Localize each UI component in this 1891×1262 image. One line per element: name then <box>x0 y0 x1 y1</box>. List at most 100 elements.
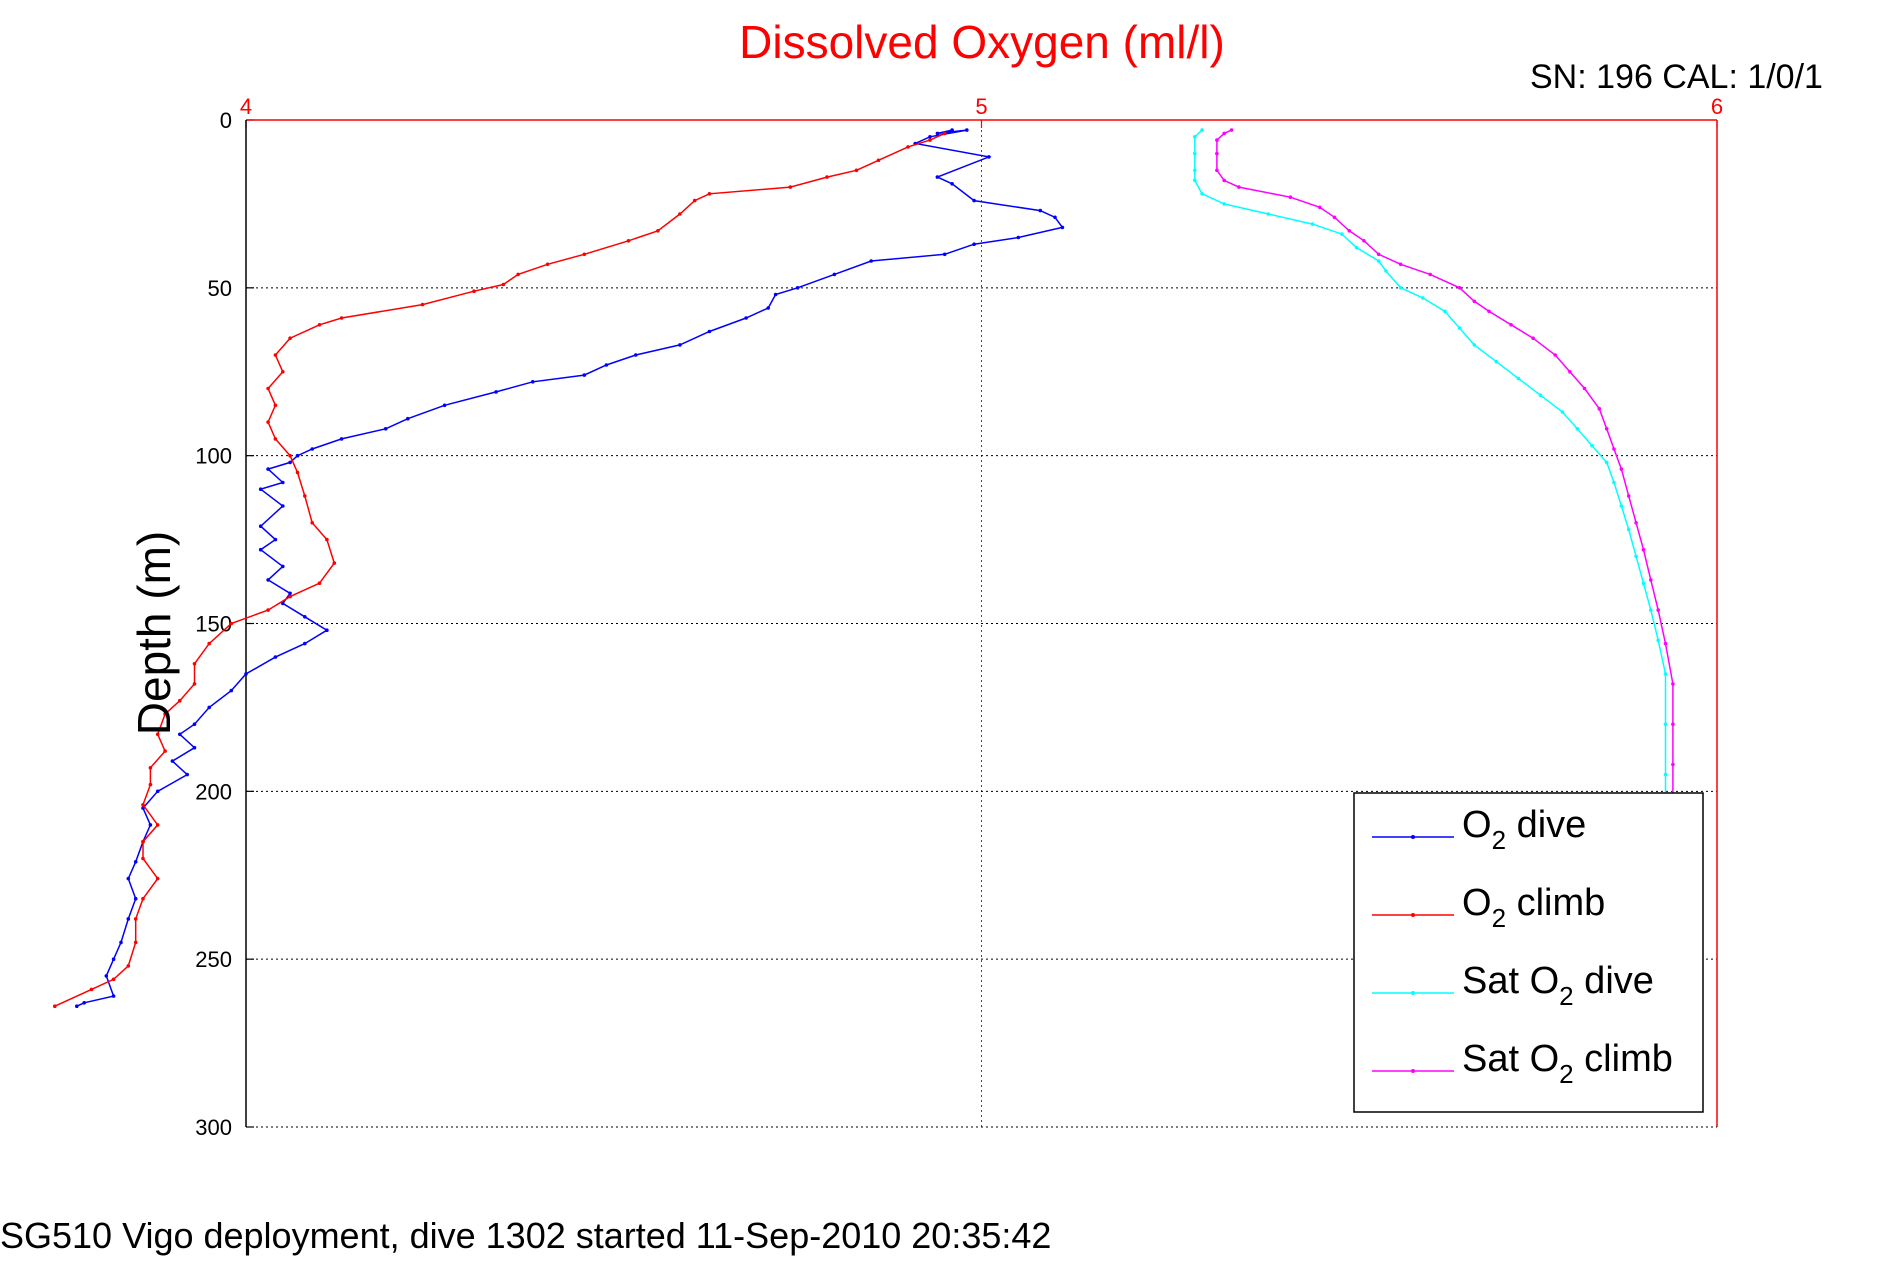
data-point <box>678 212 682 216</box>
data-point <box>1398 286 1403 290</box>
data-point <box>258 547 263 552</box>
data-point <box>325 628 329 632</box>
data-point <box>1215 138 1219 142</box>
data-point <box>155 823 160 827</box>
data-point <box>178 698 182 703</box>
data-point <box>141 803 145 807</box>
data-point <box>281 564 285 569</box>
data-point <box>192 722 197 726</box>
y-tick-label: 50 <box>208 276 232 301</box>
data-point <box>170 759 175 763</box>
data-point <box>1457 286 1462 290</box>
data-point <box>148 823 153 827</box>
data-point <box>1038 208 1043 213</box>
data-point <box>1671 722 1675 726</box>
data-point <box>1332 215 1337 220</box>
data-point <box>178 732 182 737</box>
data-point <box>582 252 587 257</box>
data-point <box>1612 447 1616 451</box>
data-point <box>266 578 270 582</box>
data-point <box>207 641 211 646</box>
data-point <box>1384 269 1388 273</box>
data-point <box>1634 521 1638 525</box>
series-2 <box>1193 128 1668 797</box>
data-point <box>163 712 167 716</box>
data-point <box>126 876 131 881</box>
data-point <box>1663 672 1668 676</box>
data-point <box>288 460 292 465</box>
data-point <box>1641 581 1646 585</box>
data-point <box>516 272 520 277</box>
data-point <box>972 198 976 203</box>
data-point <box>545 262 550 267</box>
legend-marker <box>1411 913 1415 917</box>
data-point <box>1193 151 1197 156</box>
data-point <box>1671 762 1675 767</box>
data-point <box>420 302 425 307</box>
data-point <box>266 467 270 471</box>
data-point <box>1590 443 1594 448</box>
data-point <box>634 353 638 357</box>
data-point <box>258 524 263 528</box>
data-point <box>317 323 322 327</box>
data-point <box>1362 239 1366 243</box>
legend-entry: O2 dive <box>1462 804 1586 855</box>
data-point <box>1656 608 1660 612</box>
data-point <box>1582 386 1587 391</box>
data-point <box>141 839 145 844</box>
data-point <box>1649 578 1653 582</box>
data-point <box>442 403 447 408</box>
data-point <box>906 145 910 149</box>
axes <box>245 119 1718 1128</box>
data-point <box>155 789 160 794</box>
legend-entry: O2 climb <box>1462 882 1605 933</box>
data-point <box>1215 168 1219 173</box>
data-point <box>141 896 145 901</box>
data-point <box>1626 527 1631 532</box>
data-point <box>406 416 410 421</box>
data-point <box>1553 353 1557 357</box>
data-point <box>1318 205 1322 210</box>
data-point <box>1626 494 1631 498</box>
data-point <box>832 272 837 277</box>
data-point <box>1266 212 1271 216</box>
data-point <box>472 289 476 294</box>
data-point <box>1340 232 1344 236</box>
data-point <box>383 427 388 431</box>
data-point <box>1604 460 1609 465</box>
data-point <box>987 155 991 159</box>
data-point <box>133 860 138 864</box>
y-tick-label: 150 <box>195 612 232 637</box>
data-point <box>303 615 307 619</box>
data-point <box>950 128 954 132</box>
data-point <box>1428 272 1432 277</box>
data-point <box>1494 359 1499 364</box>
data-point <box>266 420 270 424</box>
data-point <box>1222 202 1226 206</box>
data-point <box>192 682 197 686</box>
data-point <box>1310 222 1315 226</box>
data-point <box>1487 309 1491 314</box>
x-tick-label: 6 <box>1711 94 1723 119</box>
data-point <box>281 370 285 374</box>
data-point <box>325 537 329 542</box>
data-point <box>928 138 932 142</box>
data-point <box>185 772 189 777</box>
data-point <box>1060 225 1065 230</box>
data-point <box>950 182 954 186</box>
y-tick-label: 200 <box>195 779 232 804</box>
data-point <box>111 994 116 998</box>
data-point <box>339 437 344 441</box>
data-point <box>1619 504 1624 508</box>
data-point <box>1619 467 1624 471</box>
data-point <box>229 688 234 693</box>
data-point <box>1229 128 1234 132</box>
data-point <box>339 316 344 320</box>
y-tick-label: 300 <box>195 1115 232 1140</box>
data-point <box>111 977 116 982</box>
data-point <box>1193 178 1197 183</box>
legend: O2 dive O2 climb Sat O2 dive Sat O2 climb <box>1353 792 1704 1113</box>
data-point <box>1053 215 1057 220</box>
data-point <box>788 185 793 189</box>
